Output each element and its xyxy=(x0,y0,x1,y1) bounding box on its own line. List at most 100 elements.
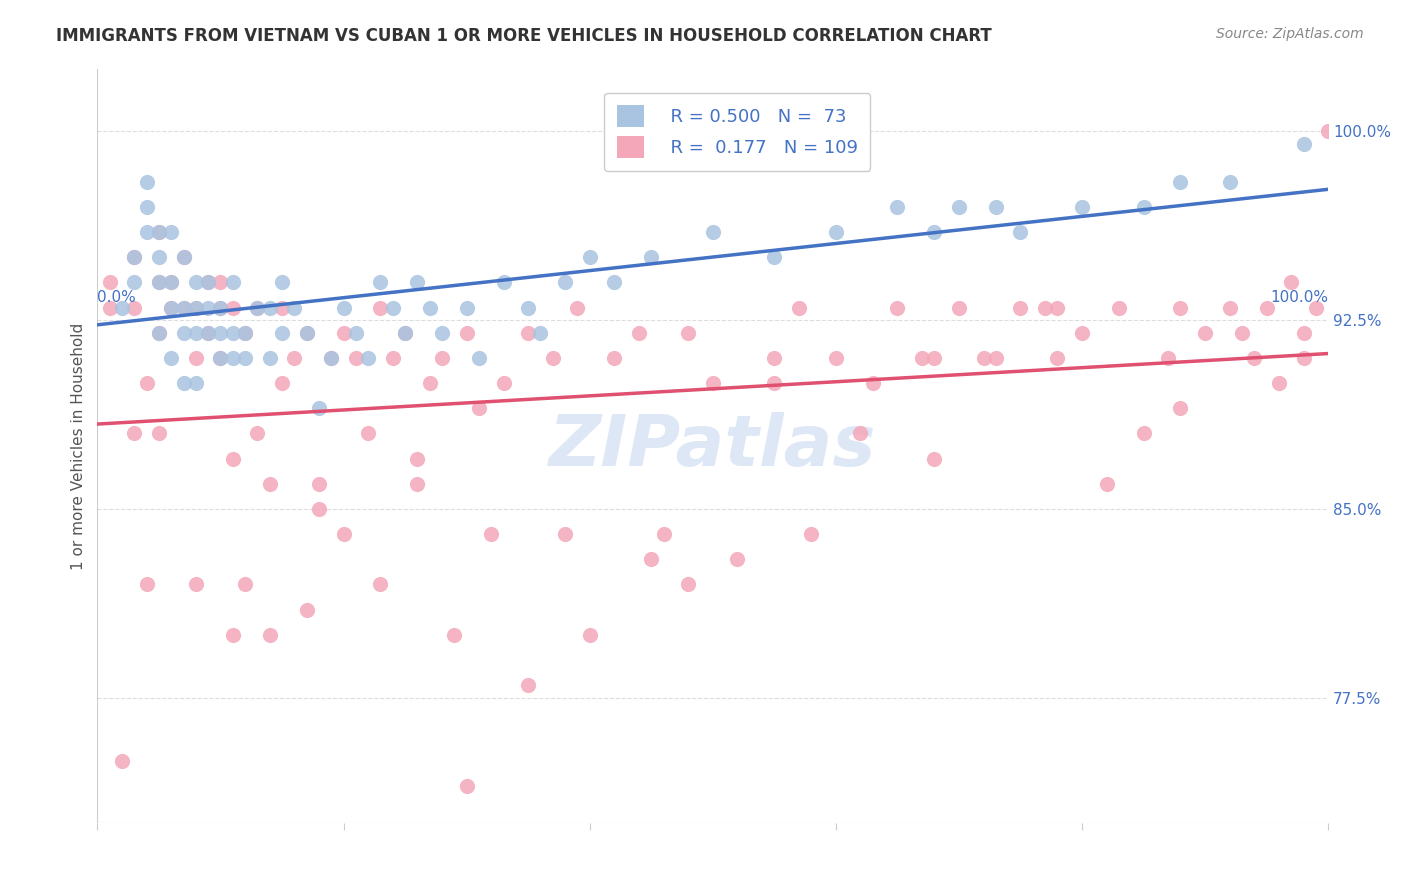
Point xyxy=(567,301,589,315)
Point xyxy=(1256,301,1278,315)
Point xyxy=(184,301,207,315)
Point xyxy=(492,276,515,290)
Point xyxy=(725,552,748,566)
Point xyxy=(849,426,872,441)
Point xyxy=(1132,200,1154,214)
Point xyxy=(419,376,441,390)
Point xyxy=(222,301,245,315)
Point xyxy=(283,301,305,315)
Point xyxy=(541,351,564,365)
Point xyxy=(148,426,170,441)
Point xyxy=(209,301,232,315)
Point xyxy=(1305,301,1327,315)
Point xyxy=(406,476,429,491)
Point xyxy=(222,628,245,642)
Point xyxy=(1219,175,1241,189)
Point xyxy=(184,276,207,290)
Point xyxy=(332,527,354,541)
Point xyxy=(271,276,294,290)
Point xyxy=(763,351,786,365)
Point xyxy=(357,426,380,441)
Point xyxy=(862,376,884,390)
Point xyxy=(370,577,392,591)
Point xyxy=(124,250,146,264)
Point xyxy=(197,276,219,290)
Point xyxy=(406,276,429,290)
Point xyxy=(233,577,256,591)
Point xyxy=(529,326,551,340)
Point xyxy=(517,301,540,315)
Point xyxy=(578,250,600,264)
Point xyxy=(443,628,465,642)
Point xyxy=(246,301,269,315)
Point xyxy=(209,326,232,340)
Point xyxy=(370,276,392,290)
Point xyxy=(702,376,724,390)
Point xyxy=(222,451,245,466)
Point xyxy=(259,476,281,491)
Point xyxy=(259,628,281,642)
Point xyxy=(922,451,945,466)
Point xyxy=(332,326,354,340)
Point xyxy=(209,351,232,365)
Point xyxy=(1219,301,1241,315)
Point xyxy=(640,250,662,264)
Y-axis label: 1 or more Vehicles in Household: 1 or more Vehicles in Household xyxy=(72,322,86,570)
Point xyxy=(173,301,195,315)
Point xyxy=(222,326,245,340)
Point xyxy=(184,301,207,315)
Point xyxy=(184,326,207,340)
Point xyxy=(381,351,404,365)
Point xyxy=(652,527,675,541)
Point xyxy=(406,451,429,466)
Legend:   R = 0.500   N =  73,   R =  0.177   N = 109: R = 0.500 N = 73, R = 0.177 N = 109 xyxy=(605,93,870,171)
Point xyxy=(984,351,1007,365)
Point xyxy=(973,351,995,365)
Point xyxy=(456,326,478,340)
Point xyxy=(173,376,195,390)
Point xyxy=(603,351,626,365)
Point xyxy=(1268,376,1291,390)
Point xyxy=(173,250,195,264)
Point xyxy=(259,351,281,365)
Point xyxy=(271,326,294,340)
Point xyxy=(1170,175,1192,189)
Point xyxy=(911,351,934,365)
Point xyxy=(233,351,256,365)
Point xyxy=(1071,200,1094,214)
Point xyxy=(676,326,699,340)
Point xyxy=(456,301,478,315)
Point xyxy=(984,200,1007,214)
Point xyxy=(430,351,453,365)
Point xyxy=(676,577,699,591)
Text: Source: ZipAtlas.com: Source: ZipAtlas.com xyxy=(1216,27,1364,41)
Point xyxy=(173,326,195,340)
Point xyxy=(1292,326,1315,340)
Text: 100.0%: 100.0% xyxy=(1270,290,1329,305)
Point xyxy=(111,754,134,768)
Point xyxy=(233,326,256,340)
Point xyxy=(394,326,416,340)
Point xyxy=(246,301,269,315)
Point xyxy=(259,301,281,315)
Point xyxy=(1046,301,1069,315)
Point xyxy=(824,225,846,239)
Point xyxy=(763,376,786,390)
Point xyxy=(197,301,219,315)
Point xyxy=(344,351,367,365)
Point xyxy=(135,577,157,591)
Point xyxy=(948,301,970,315)
Point xyxy=(135,175,157,189)
Point xyxy=(1170,401,1192,416)
Point xyxy=(419,301,441,315)
Point xyxy=(124,276,146,290)
Point xyxy=(886,301,908,315)
Point xyxy=(381,301,404,315)
Text: ZIPatlas: ZIPatlas xyxy=(550,411,876,481)
Point xyxy=(124,250,146,264)
Point xyxy=(98,301,121,315)
Point xyxy=(173,250,195,264)
Point xyxy=(308,502,330,516)
Point xyxy=(1046,351,1069,365)
Point xyxy=(1230,326,1253,340)
